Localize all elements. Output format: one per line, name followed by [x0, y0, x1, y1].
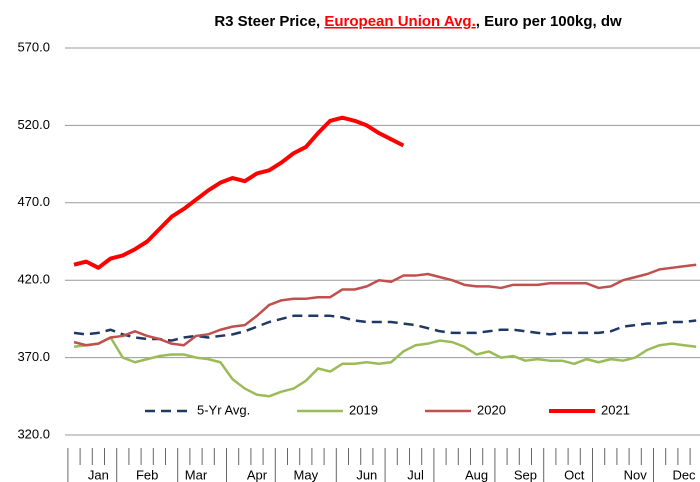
series-line [73, 263, 697, 347]
legend-label: 2021 [601, 402, 630, 417]
x-tick-label: Feb [136, 467, 158, 482]
legend-label: 2020 [477, 402, 506, 417]
title-highlight: European Union Avg. [324, 13, 475, 30]
y-tick-label: 570.0 [17, 39, 50, 54]
x-tick-label: Jun [356, 467, 377, 482]
y-tick-label: 470.0 [17, 194, 50, 209]
series-line [73, 336, 697, 398]
x-tick-label: Oct [564, 467, 585, 482]
chart-title: R3 Steer Price, European Union Avg., Eur… [214, 13, 622, 30]
x-tick-label: May [294, 467, 319, 482]
legend-label: 2019 [349, 402, 378, 417]
series-line [73, 314, 697, 342]
x-tick-label: Aug [465, 467, 488, 482]
x-tick-label: Jul [407, 467, 424, 482]
x-tick-label: Jan [88, 467, 109, 482]
title-part: R3 Steer Price, [214, 13, 324, 30]
y-tick-label: 370.0 [17, 349, 50, 364]
title-part: , Euro per 100kg, dw [476, 13, 622, 30]
x-tick-label: Dec [672, 467, 696, 482]
legend-label: 5-Yr Avg. [197, 402, 250, 417]
x-tick-label: Sep [514, 467, 537, 482]
x-tick-label: Nov [624, 467, 648, 482]
series-line [73, 115, 405, 270]
y-tick-label: 520.0 [17, 117, 50, 132]
x-tick-label: Apr [247, 467, 268, 482]
y-tick-label: 320.0 [17, 426, 50, 441]
x-tick-label: Mar [185, 467, 208, 482]
y-tick-label: 420.0 [17, 272, 50, 287]
